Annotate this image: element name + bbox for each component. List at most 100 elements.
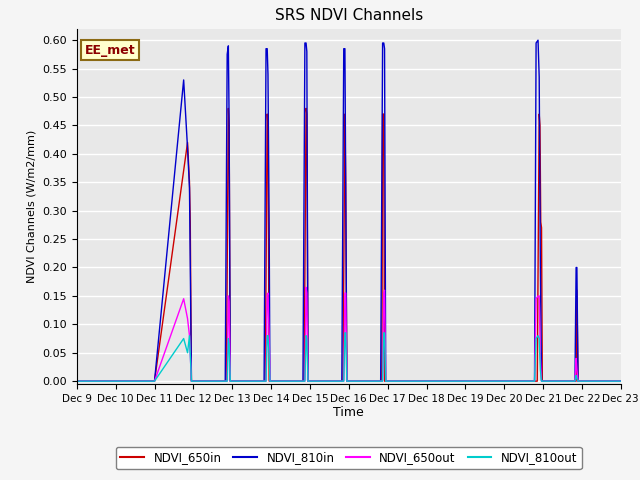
- NDVI_650in: [381, 378, 388, 384]
- NDVI_810out: [536, 367, 544, 372]
- NDVI_810out: [422, 378, 430, 384]
- NDVI_650in: [150, 378, 158, 384]
- NDVI_650out: [531, 378, 538, 384]
- NDVI_650in: [538, 225, 545, 230]
- NDVI_810out: [304, 378, 312, 384]
- NDVI_810in: [150, 378, 158, 384]
- Line: NDVI_650in: NDVI_650in: [77, 108, 621, 381]
- NDVI_810in: [571, 378, 579, 384]
- NDVI_810in: [535, 74, 543, 80]
- NDVI_650out: [304, 378, 312, 384]
- NDVI_810out: [538, 378, 545, 384]
- NDVI_650in: [223, 378, 230, 384]
- NDVI_810in: [266, 378, 274, 384]
- NDVI_650out: [538, 378, 545, 384]
- NDVI_810out: [534, 333, 542, 338]
- NDVI_650out: [422, 378, 430, 384]
- NDVI_810out: [535, 336, 543, 341]
- NDVI_650out: [223, 378, 231, 384]
- NDVI_650out: [340, 378, 348, 384]
- NDVI_650in: [535, 111, 543, 117]
- NDVI_650in: [225, 122, 233, 128]
- NDVI_650in: [303, 111, 310, 117]
- NDVI_810in: [264, 72, 272, 77]
- NDVI_810out: [225, 336, 232, 341]
- NDVI_810in: [380, 40, 388, 46]
- NDVI_810out: [180, 336, 188, 341]
- NDVI_650out: [379, 378, 387, 384]
- NDVI_810in: [343, 378, 351, 384]
- NDVI_650in: [422, 378, 430, 384]
- NDVI_650out: [264, 293, 271, 299]
- NDVI_650out: [342, 290, 349, 296]
- NDVI_810in: [381, 46, 388, 51]
- X-axis label: Time: Time: [333, 407, 364, 420]
- NDVI_650in: [339, 378, 347, 384]
- NDVI_650out: [266, 378, 274, 384]
- NDVI_650out: [382, 378, 390, 384]
- NDVI_650in: [341, 111, 349, 117]
- NDVI_810in: [572, 264, 580, 270]
- NDVI_810in: [534, 37, 542, 43]
- NDVI_650in: [304, 378, 312, 384]
- NDVI_650in: [343, 378, 351, 384]
- NDVI_650out: [534, 293, 542, 299]
- NDVI_810in: [303, 48, 310, 54]
- NDVI_650out: [380, 290, 388, 296]
- NDVI_810in: [266, 219, 273, 225]
- NDVI_650in: [188, 378, 195, 384]
- NDVI_810out: [301, 378, 308, 384]
- NDVI_650in: [225, 106, 232, 111]
- NDVI_810out: [531, 378, 538, 384]
- NDVI_650out: [532, 296, 540, 301]
- NDVI_810in: [379, 40, 387, 46]
- NDVI_810out: [381, 330, 388, 336]
- NDVI_650out: [150, 378, 158, 384]
- NDVI_650in: [378, 378, 386, 384]
- Line: NDVI_810out: NDVI_810out: [77, 333, 621, 381]
- NDVI_810out: [303, 336, 310, 341]
- NDVI_650in: [536, 122, 544, 128]
- NDVI_650in: [572, 378, 580, 384]
- NDVI_650out: [302, 285, 310, 290]
- NDVI_810in: [538, 378, 545, 384]
- NDVI_650in: [342, 180, 349, 185]
- NDVI_810out: [186, 333, 193, 338]
- NDVI_810out: [264, 333, 271, 338]
- NDVI_650in: [186, 180, 193, 185]
- NDVI_810out: [574, 378, 582, 384]
- NDVI_650out: [262, 378, 270, 384]
- NDVI_810out: [262, 378, 270, 384]
- NDVI_810in: [221, 378, 229, 384]
- NDVI_810in: [186, 185, 193, 191]
- NDVI_810in: [573, 264, 580, 270]
- NDVI_810in: [377, 378, 385, 384]
- NDVI_650out: [303, 290, 310, 296]
- NDVI_810in: [422, 378, 430, 384]
- NDVI_810in: [180, 77, 188, 83]
- NDVI_810in: [225, 43, 232, 49]
- NDVI_810in: [340, 46, 348, 51]
- NDVI_810in: [262, 46, 270, 51]
- NDVI_650in: [261, 378, 269, 384]
- NDVI_810out: [532, 336, 540, 341]
- NDVI_810in: [532, 40, 540, 46]
- NDVI_810in: [338, 378, 346, 384]
- Legend: NDVI_650in, NDVI_810in, NDVI_650out, NDVI_810out: NDVI_650in, NDVI_810in, NDVI_650out, NDV…: [116, 447, 582, 469]
- NDVI_810out: [343, 378, 351, 384]
- NDVI_650in: [264, 111, 271, 117]
- NDVI_810in: [260, 378, 268, 384]
- NDVI_650out: [381, 288, 388, 293]
- NDVI_810out: [227, 378, 234, 384]
- NDVI_650in: [379, 111, 387, 117]
- NDVI_650in: [266, 378, 273, 384]
- NDVI_810out: [188, 378, 195, 384]
- NDVI_810out: [572, 372, 580, 378]
- NDVI_810out: [264, 333, 272, 338]
- NDVI_810out: [571, 378, 579, 384]
- NDVI_650in: [617, 378, 625, 384]
- NDVI_810in: [223, 51, 231, 57]
- NDVI_650in: [73, 378, 81, 384]
- Y-axis label: NDVI Channels (W/m2/mm): NDVI Channels (W/m2/mm): [27, 130, 36, 283]
- NDVI_650out: [188, 378, 195, 384]
